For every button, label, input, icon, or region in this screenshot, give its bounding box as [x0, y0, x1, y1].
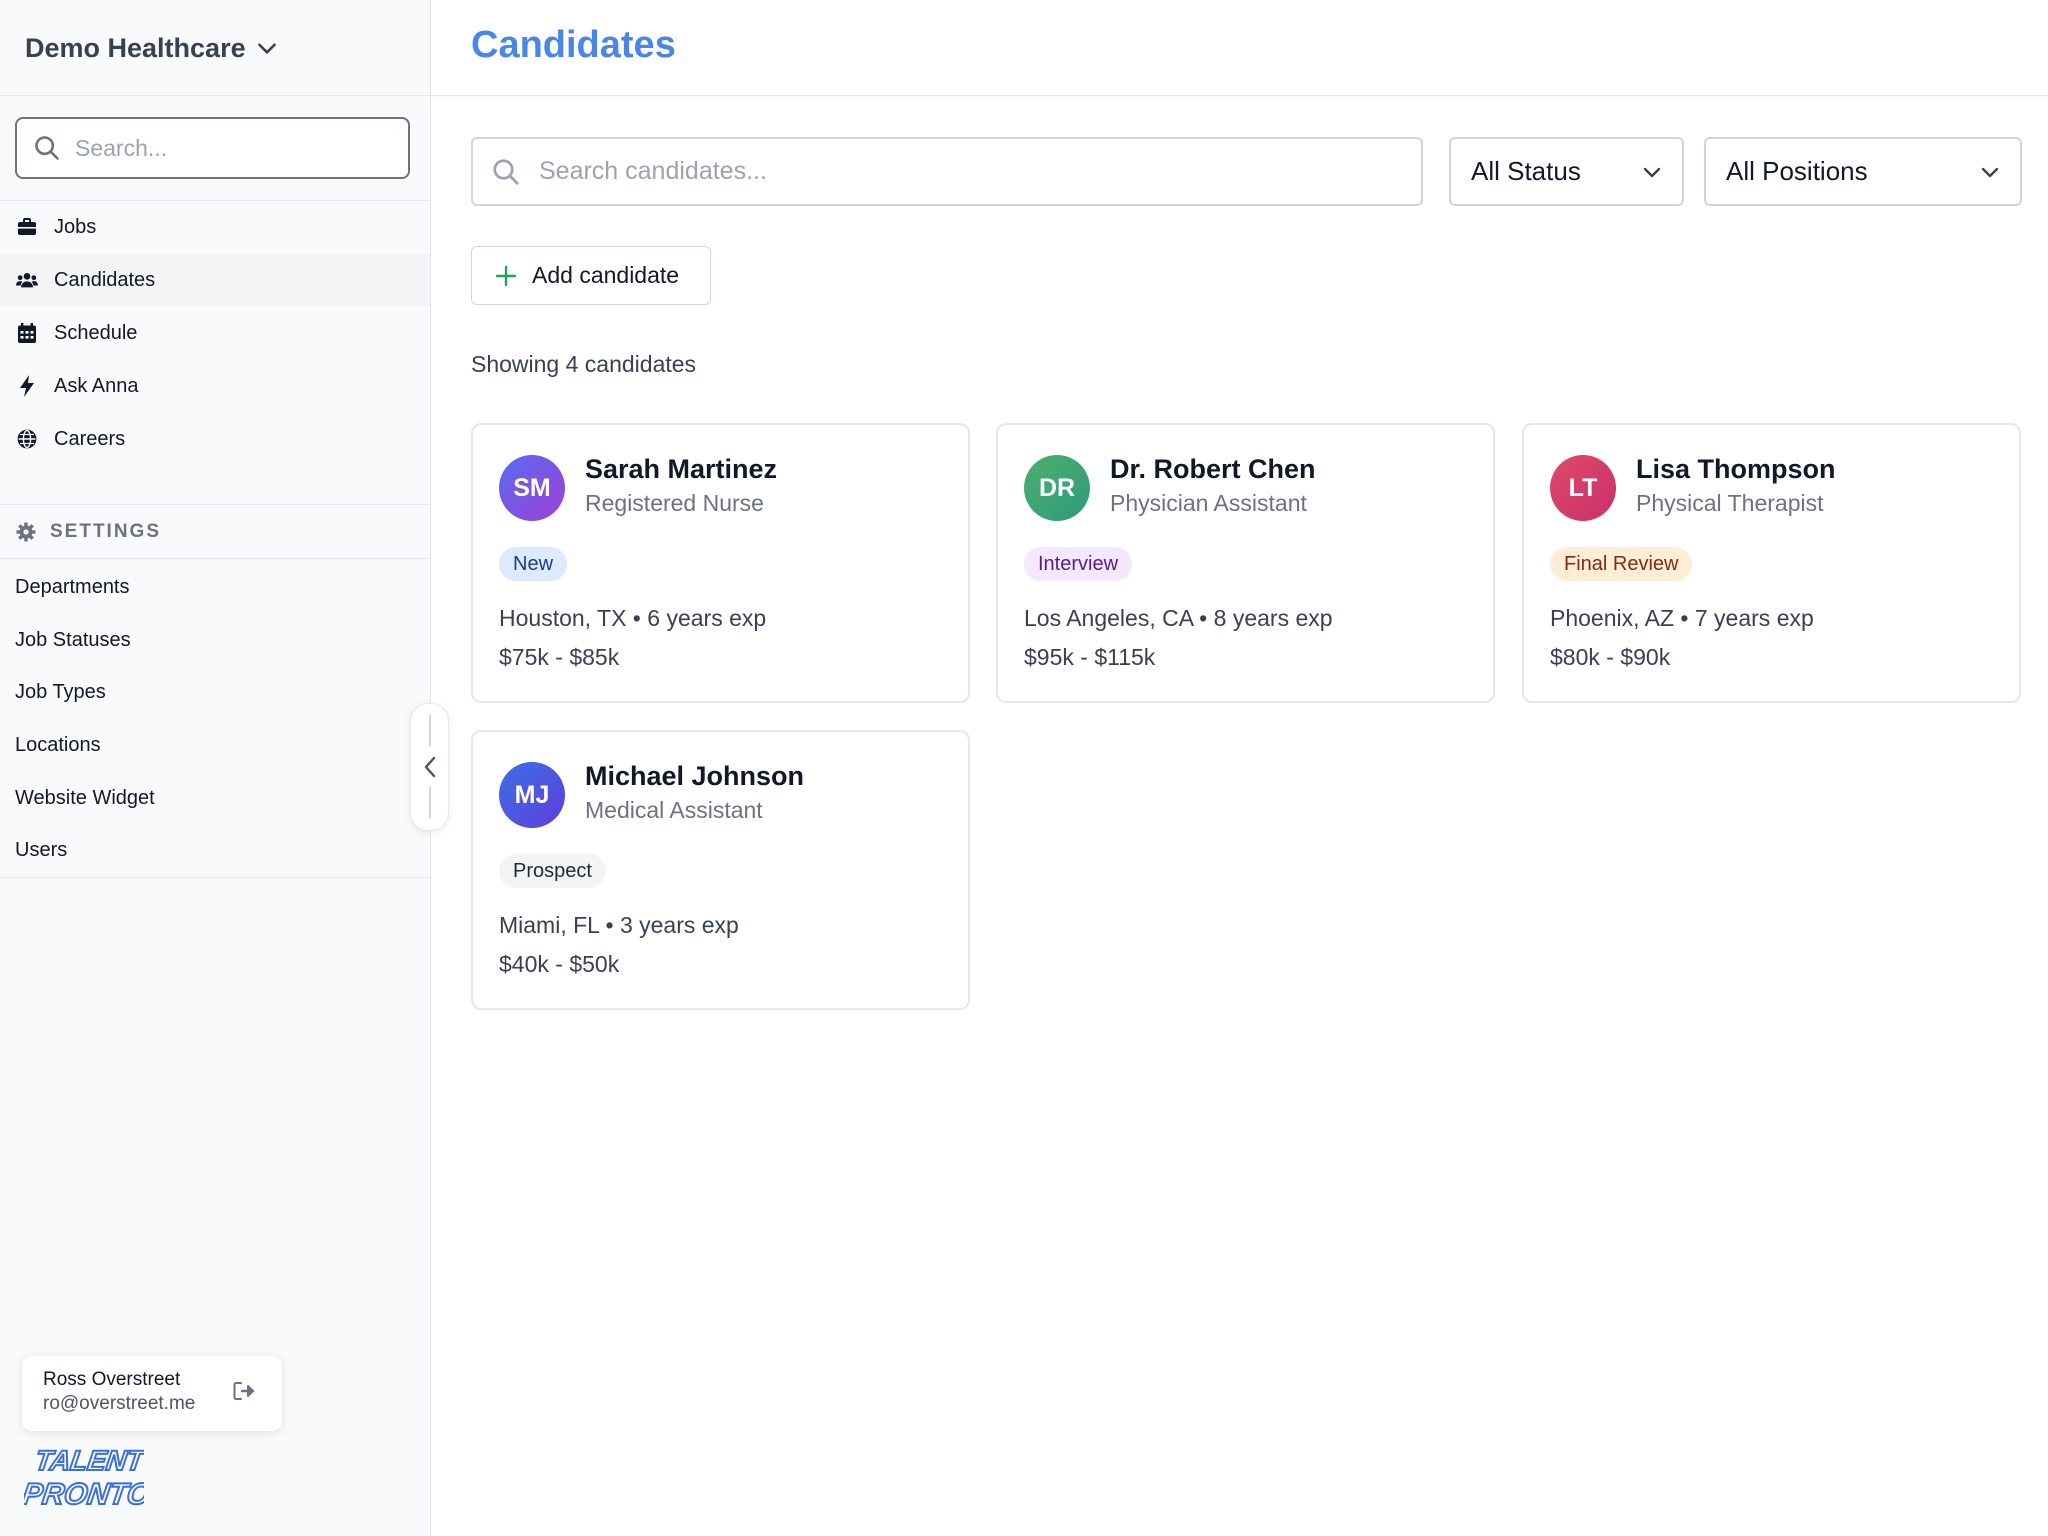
- add-candidate-button[interactable]: Add candidate: [471, 246, 711, 305]
- candidate-salary: $40k - $50k: [499, 951, 620, 977]
- candidate-location-line: Miami, FL • 3 years exp: [499, 912, 739, 938]
- chevron-down-icon: [1981, 167, 1999, 177]
- candidate-salary: $75k - $85k: [499, 644, 620, 670]
- user-name: Ross Overstreet: [43, 1369, 181, 1390]
- candidate-card[interactable]: SM Sarah Martinez Registered Nurse New H…: [471, 423, 970, 703]
- candidate-role: Physical Therapist: [1636, 490, 1824, 516]
- avatar: LT: [1550, 455, 1616, 521]
- settings-item-website-widget[interactable]: Website Widget: [15, 786, 155, 809]
- candidate-name: Dr. Robert Chen: [1110, 454, 1316, 484]
- position-filter-value: All Positions: [1726, 156, 1868, 186]
- candidate-salary: $95k - $115k: [1024, 644, 1156, 670]
- logo-line-1: TALENT: [33, 1445, 144, 1476]
- sidebar-item-careers[interactable]: Careers: [0, 413, 430, 465]
- gear-icon: [16, 522, 36, 542]
- settings-header: SETTINGS: [16, 517, 161, 547]
- candidate-role: Medical Assistant: [585, 797, 763, 823]
- sidebar-item-label: Candidates: [54, 268, 156, 291]
- page-header: Candidates: [431, 0, 2048, 96]
- candidate-name: Lisa Thompson: [1636, 454, 1836, 484]
- avatar: DR: [1024, 455, 1090, 521]
- candidate-experience: 8 years exp: [1213, 605, 1333, 631]
- chevron-left-icon: [424, 756, 435, 778]
- sidebar-item-label: Careers: [54, 427, 126, 450]
- divider: [0, 95, 430, 96]
- sidebar-item-label: Jobs: [54, 215, 97, 238]
- sidebar-item-jobs[interactable]: Jobs: [0, 201, 430, 253]
- globe-icon: [16, 428, 38, 450]
- status-badge: Interview: [1024, 547, 1133, 581]
- candidate-location: Miami, FL: [499, 912, 600, 938]
- divider: [0, 877, 430, 878]
- candidate-name: Michael Johnson: [585, 761, 805, 791]
- candidate-search-input[interactable]: [539, 157, 1399, 186]
- chevron-down-icon: [257, 43, 276, 54]
- status-filter[interactable]: All Status: [1449, 137, 1684, 206]
- talent-pronto-logo: TALENT PRONTO: [19, 1442, 153, 1517]
- avatar: SM: [499, 455, 565, 521]
- candidate-search[interactable]: [471, 137, 1423, 206]
- sidebar-item-label: Schedule: [54, 321, 138, 344]
- settings-item-job-statuses[interactable]: Job Statuses: [15, 628, 131, 651]
- sidebar-search-input[interactable]: [75, 134, 375, 162]
- user-card: Ross Overstreet ro@overstreet.me: [22, 1356, 282, 1431]
- handle-grip: [428, 715, 431, 747]
- plus-icon: [495, 265, 517, 286]
- status-badge: Prospect: [499, 854, 606, 888]
- candidate-location-line: Los Angeles, CA • 8 years exp: [1024, 605, 1333, 631]
- search-icon: [493, 158, 519, 185]
- settings-item-departments[interactable]: Departments: [15, 575, 130, 598]
- bolt-icon: [16, 375, 38, 397]
- avatar: MJ: [499, 762, 565, 828]
- candidate-name: Sarah Martinez: [585, 454, 778, 484]
- sidebar-item-ask-anna[interactable]: Ask Anna: [0, 360, 430, 412]
- org-switcher[interactable]: Demo Healthcare: [25, 28, 280, 68]
- add-candidate-label: Add candidate: [532, 262, 680, 288]
- candidate-salary: $80k - $90k: [1550, 644, 1671, 670]
- divider: [0, 200, 430, 201]
- user-email: ro@overstreet.me: [43, 1393, 196, 1414]
- candidate-role: Registered Nurse: [585, 490, 764, 516]
- org-name: Demo Healthcare: [25, 32, 246, 63]
- candidate-role: Physician Assistant: [1110, 490, 1307, 516]
- sidebar-item-candidates[interactable]: Candidates: [0, 254, 430, 306]
- status-filter-value: All Status: [1471, 156, 1581, 186]
- logout-icon[interactable]: [232, 1380, 256, 1407]
- candidate-card[interactable]: MJ Michael Johnson Medical Assistant Pro…: [471, 730, 970, 1010]
- candidate-location: Los Angeles, CA: [1024, 605, 1193, 631]
- candidate-experience: 3 years exp: [619, 912, 739, 938]
- candidate-experience: 7 years exp: [1694, 605, 1814, 631]
- divider: [0, 504, 430, 505]
- settings-item-users[interactable]: Users: [15, 838, 68, 861]
- divider: [0, 558, 430, 559]
- logo-line-2: PRONTO: [24, 1478, 144, 1511]
- settings-item-job-types[interactable]: Job Types: [15, 680, 106, 703]
- chevron-down-icon: [1643, 167, 1661, 177]
- position-filter[interactable]: All Positions: [1704, 137, 2022, 206]
- sidebar-search[interactable]: [15, 117, 410, 179]
- status-badge: New: [499, 547, 568, 581]
- candidate-location: Phoenix, AZ: [1550, 605, 1675, 631]
- sidebar-collapse-handle[interactable]: [410, 703, 449, 831]
- settings-item-locations[interactable]: Locations: [15, 733, 101, 756]
- sidebar: Demo Healthcare Jobs Candidates Schedule…: [0, 0, 431, 1536]
- settings-label: SETTINGS: [50, 521, 162, 542]
- status-badge: Final Review: [1550, 547, 1693, 581]
- page-title: Candidates: [471, 24, 676, 66]
- candidate-experience: 6 years exp: [647, 605, 767, 631]
- users-icon: [16, 269, 38, 291]
- candidate-location-line: Houston, TX • 6 years exp: [499, 605, 767, 631]
- candidate-location-line: Phoenix, AZ • 7 years exp: [1550, 605, 1814, 631]
- candidate-card[interactable]: DR Dr. Robert Chen Physician Assistant I…: [996, 423, 1495, 703]
- search-icon: [35, 136, 59, 160]
- candidate-card[interactable]: LT Lisa Thompson Physical Therapist Fina…: [1522, 423, 2021, 703]
- briefcase-icon: [16, 216, 38, 238]
- handle-grip: [428, 787, 431, 819]
- sidebar-item-schedule[interactable]: Schedule: [0, 307, 430, 359]
- candidate-location: Houston, TX: [499, 605, 627, 631]
- calendar-icon: [16, 322, 38, 344]
- sidebar-item-label: Ask Anna: [54, 374, 139, 397]
- results-count: Showing 4 candidates: [471, 351, 697, 377]
